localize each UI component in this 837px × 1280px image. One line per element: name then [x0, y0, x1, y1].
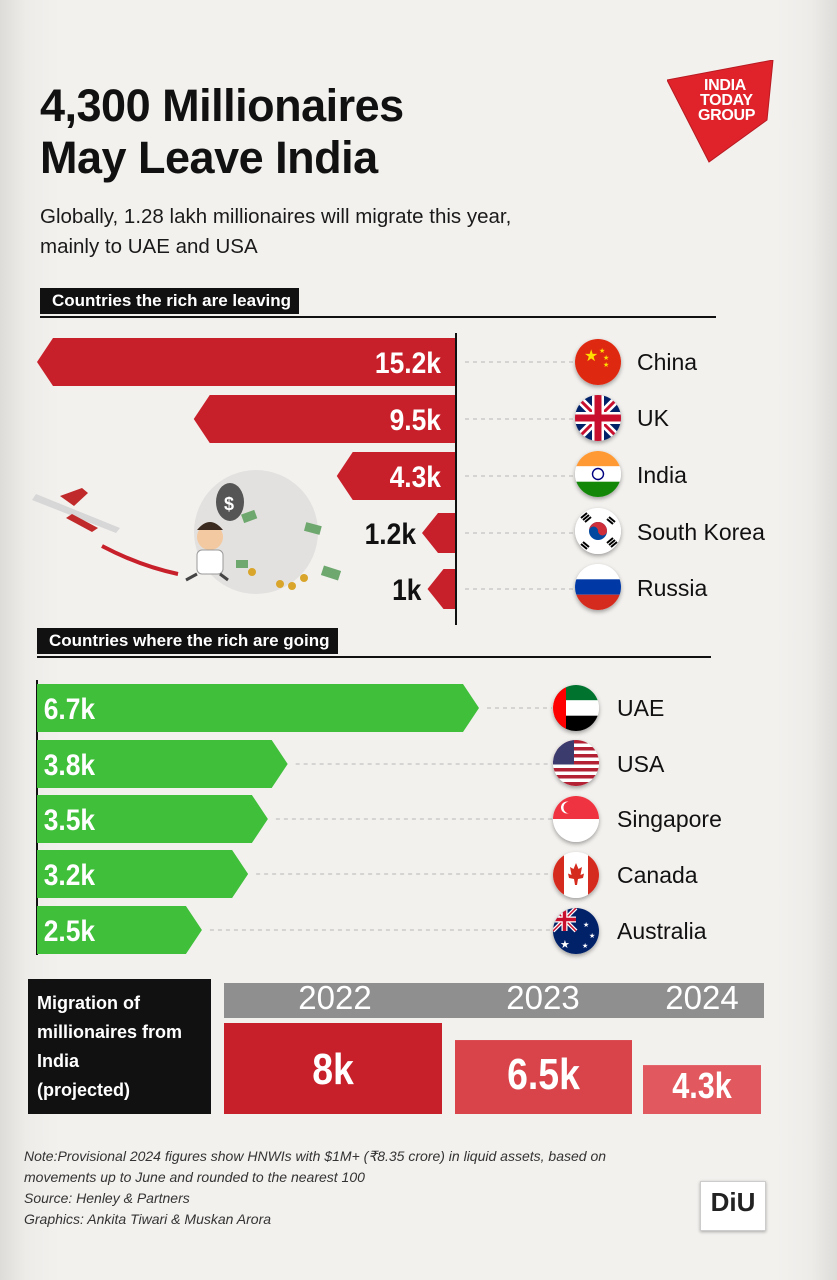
diu-logo-text: DiU	[710, 1187, 756, 1217]
india-flag-icon	[575, 451, 621, 497]
migration-title-line-2: millionaires from	[37, 1022, 183, 1042]
china-flag-icon: ★ ★ ★ ★	[575, 339, 621, 385]
going-bar-usa	[37, 740, 288, 788]
logo-line-1: INDIA	[704, 77, 747, 94]
year-bar-2024	[643, 1065, 761, 1114]
title-line-2: May Leave India	[40, 132, 378, 183]
note-line-1: Note:Provisional 2024 figures show HNWIs…	[24, 1148, 607, 1164]
svg-text:$: $	[224, 494, 234, 514]
country-label-russia: Russia	[637, 575, 708, 601]
country-label-india: India	[637, 462, 687, 488]
svg-text:★: ★	[599, 347, 605, 355]
subtitle: Globally, 1.28 lakh millionaires will mi…	[40, 202, 511, 262]
leaving-bar-india	[336, 452, 455, 500]
going-section-title: Countries where the rich are going	[37, 628, 338, 654]
leaving-bar-uk	[193, 395, 455, 443]
russia-flag-icon	[575, 564, 621, 610]
year-label-2023: 2023	[506, 979, 580, 1016]
leaving-value-uk: 9.5k	[390, 402, 442, 436]
india-today-group-logo: INDIA TODAY GROUP	[666, 59, 775, 164]
canada-flag-icon	[553, 852, 599, 898]
man-running-icon	[185, 522, 229, 582]
going-bar-canada	[37, 850, 249, 898]
going-value-singapore: 3.5k	[44, 802, 96, 836]
money-bag-icon: $	[216, 483, 244, 521]
migration-title-line-3: India	[37, 1051, 80, 1071]
svg-text:★: ★	[584, 346, 598, 365]
diu-logo: DiU	[700, 1181, 766, 1231]
year-label-2022: 2022	[298, 979, 372, 1016]
leaving-section-title: Countries the rich are leaving	[40, 288, 300, 314]
going-section-rule	[37, 656, 711, 658]
country-label-uae: UAE	[617, 695, 665, 721]
leaving-value-india: 4.3k	[390, 459, 442, 493]
year-value-2022: 8k	[312, 1045, 354, 1094]
leaving-bar-russia	[427, 569, 455, 609]
uk-flag-icon	[575, 395, 621, 441]
note-line-2: movements up to June and rounded to the …	[24, 1169, 365, 1185]
india-migration-label-box: Migration of millionaires from India (pr…	[28, 979, 211, 1114]
country-label-china: China	[637, 349, 698, 375]
leaving-bar-china	[37, 338, 455, 386]
going-bar-singapore	[37, 795, 268, 843]
country-label-singapore: Singapore	[617, 806, 722, 832]
migrating-millionaire-illustration: $	[32, 470, 342, 594]
graphics-credit: Graphics: Ankita Tiwari & Muskan Arora	[24, 1211, 272, 1227]
years-header-band	[224, 983, 764, 1018]
year-bar-2022	[224, 1023, 442, 1114]
country-label-canada: Canada	[617, 862, 698, 888]
svg-text:★: ★	[589, 932, 595, 940]
footnote: Note:Provisional 2024 figures show HNWIs…	[24, 1146, 674, 1230]
logo-line-3: GROUP	[698, 107, 756, 124]
usa-flag-icon	[553, 740, 599, 786]
year-label-2024: 2024	[665, 979, 739, 1016]
svg-text:★: ★	[560, 938, 570, 951]
australia-flag-icon: ★ ★ ★ ★	[553, 908, 599, 954]
going-value-usa: 3.8k	[44, 747, 96, 781]
svg-text:★: ★	[583, 921, 589, 929]
country-label-australia: Australia	[617, 918, 707, 944]
going-value-australia: 2.5k	[44, 913, 96, 947]
year-bar-2023	[455, 1040, 632, 1114]
country-label-usa: USA	[617, 751, 665, 777]
south-korea-flag-icon	[575, 508, 621, 554]
migration-title-line-1: Migration of	[37, 993, 140, 1013]
subtitle-line-1: Globally, 1.28 lakh millionaires will mi…	[40, 205, 512, 228]
singapore-flag-icon	[553, 796, 599, 842]
gold-coins-icon	[248, 568, 308, 590]
logo-line-2: TODAY	[700, 92, 753, 109]
going-bar-uae	[37, 684, 479, 732]
source-credit: Source: Henley & Partners	[24, 1190, 190, 1206]
year-value-2024: 4.3k	[672, 1065, 732, 1106]
going-value-uae: 6.7k	[44, 691, 96, 725]
leaving-bar-south-korea	[422, 513, 455, 553]
leaving-value-china: 15.2k	[375, 345, 441, 379]
svg-text:★: ★	[603, 361, 609, 369]
year-value-2023: 6.5k	[507, 1050, 580, 1099]
subtitle-line-2: mainly to UAE and USA	[40, 235, 258, 258]
flying-banknotes-icon	[236, 509, 342, 581]
going-value-canada: 3.2k	[44, 857, 96, 891]
going-bar-australia	[37, 906, 202, 954]
leaving-value-russia: 1k	[392, 572, 422, 606]
leaving-section-rule	[40, 316, 716, 318]
uae-flag-icon	[553, 685, 599, 731]
country-label-uk: UK	[637, 405, 669, 431]
svg-text:★: ★	[582, 942, 588, 950]
leaving-value-south-korea: 1.2k	[365, 516, 417, 550]
migration-title-line-4: (projected)	[37, 1080, 131, 1100]
airplane-icon	[32, 488, 120, 533]
page-title: 4,300 Millionaires May Leave India	[40, 80, 404, 184]
svg-text:★: ★	[603, 354, 609, 362]
title-line-1: 4,300 Millionaires	[40, 80, 404, 131]
country-label-south-korea: South Korea	[637, 519, 765, 545]
